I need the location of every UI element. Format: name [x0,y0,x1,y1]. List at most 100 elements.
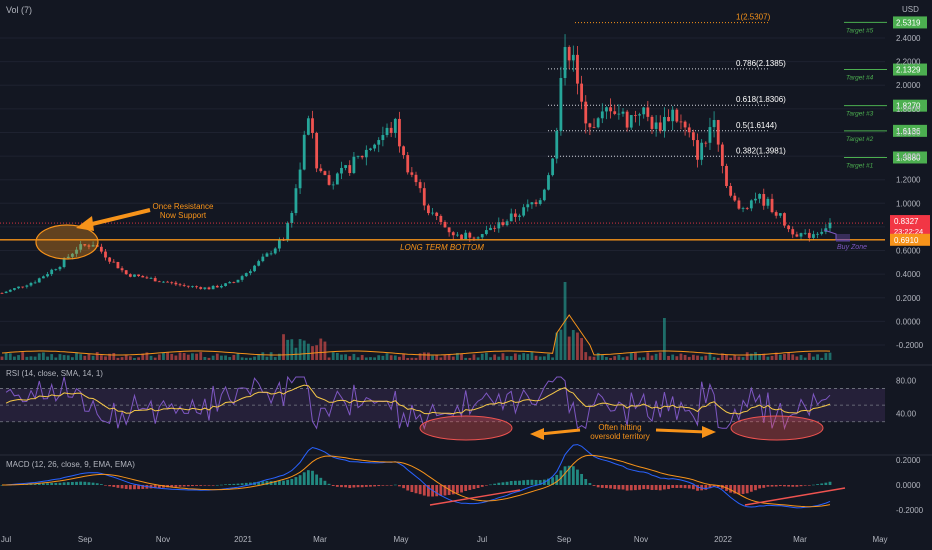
macd-histogram-bar [389,485,393,486]
volume-bar [120,357,124,360]
volume-bar [592,356,596,360]
volume-bar [327,357,331,360]
volume-bar [422,352,426,360]
macd-histogram-bar [812,484,815,486]
macd-histogram-bar [203,485,207,486]
macd-histogram-bar [410,485,414,492]
candle-body [816,233,819,235]
macd-histogram-bar [273,481,277,485]
target-value: 2.5319 [896,18,921,27]
volume-bar [625,356,629,360]
candle-body [46,274,49,277]
volume-bar [712,356,716,360]
target-value: 1.8270 [896,102,921,111]
volume-bar [683,354,687,360]
candle-body [609,107,612,112]
resistance-ellipse [35,224,99,260]
macd-histogram-bar [621,485,625,490]
macd-histogram-bar [799,485,803,487]
candle-body [120,268,124,271]
volume-bar [667,355,670,360]
macd-histogram-bar [46,483,49,485]
volume-bar [534,355,538,360]
volume-bar [319,338,323,360]
volume-bar [675,356,679,360]
volume-bar [244,357,248,360]
price-tick-label: 1.8000 [896,105,921,114]
volume-bar [58,354,62,360]
volume-bar [584,352,588,360]
macd-histogram-bar [91,482,95,485]
candle-body [538,200,542,204]
macd-histogram-bar [265,481,269,485]
candle-body [737,200,741,209]
volume-bar [567,336,571,360]
volume-bar [389,355,393,360]
volume-bar [29,356,33,360]
price-tick-label: 2.2000 [896,58,921,67]
candle-body [340,167,343,174]
macd-histogram-bar [340,485,343,488]
macd-histogram-bar [489,484,492,486]
volume-bar [497,356,501,360]
grid-lines [0,37,932,456]
macd-histogram-bar [708,485,712,489]
macd-histogram-bar [592,485,596,486]
candle-body [360,155,364,158]
candle-body [261,256,265,262]
candle-body [509,213,513,222]
macd-histogram-bar [828,481,832,485]
candle-body [696,140,699,160]
volume-bar [112,353,116,360]
volume-bar [141,353,145,360]
candle-body [468,232,472,238]
price-tick-label: 0.6000 [896,247,921,256]
macd-histogram-bar [277,480,281,485]
macd-histogram-bar [356,485,360,488]
volume-bar [162,352,165,360]
volume-bar [385,353,389,360]
candle-body [66,256,70,259]
current-price-badge [890,215,930,238]
macd-histogram-bar [824,482,828,485]
volume-bar [95,352,99,360]
candle-body [207,287,211,290]
candle-body [75,249,78,254]
macd-histogram-bar [803,485,807,486]
volume-bar [431,355,434,360]
macd-histogram-bar [613,485,617,490]
candle-body [62,258,66,268]
candle-body [729,185,733,196]
macd-histogram-bar [530,479,534,485]
volume-bar [8,353,12,360]
candle-body [373,144,376,149]
volume-bar [335,352,339,360]
volume-indicator-label: Vol (7) [6,5,32,15]
candle-body [385,127,389,136]
candle-body [4,291,8,294]
long-term-bottom-value: 0.6910 [894,236,919,245]
macd-histogram-bar [75,481,78,485]
candle-body [431,212,434,214]
macd-histogram-bar [398,485,401,487]
macd-histogram-bar [418,485,422,495]
volume-bar [447,354,451,360]
volume-bar [174,355,178,360]
resistance-arrowhead [76,216,94,231]
candle-body [472,237,476,239]
volume-bar [617,354,621,360]
candle-body [162,281,165,283]
macd-histogram-bar [133,485,136,490]
macd-histogram-bar [236,483,240,485]
macd-tick-label: 0.2000 [896,456,921,465]
candle-body [551,158,555,176]
volume-bar [803,357,807,360]
candle-body [820,231,824,234]
macd-histogram-bar [42,483,45,485]
macd-histogram-bar [157,485,161,489]
macd-histogram-bar [791,485,795,487]
macd-histogram-bar [302,472,306,485]
macd-histogram-bar [402,485,405,489]
volume-bar [522,353,526,360]
rsi-pane: RSI (14, close, SMA, 14, 1) 80.00 40.00 [0,369,917,431]
